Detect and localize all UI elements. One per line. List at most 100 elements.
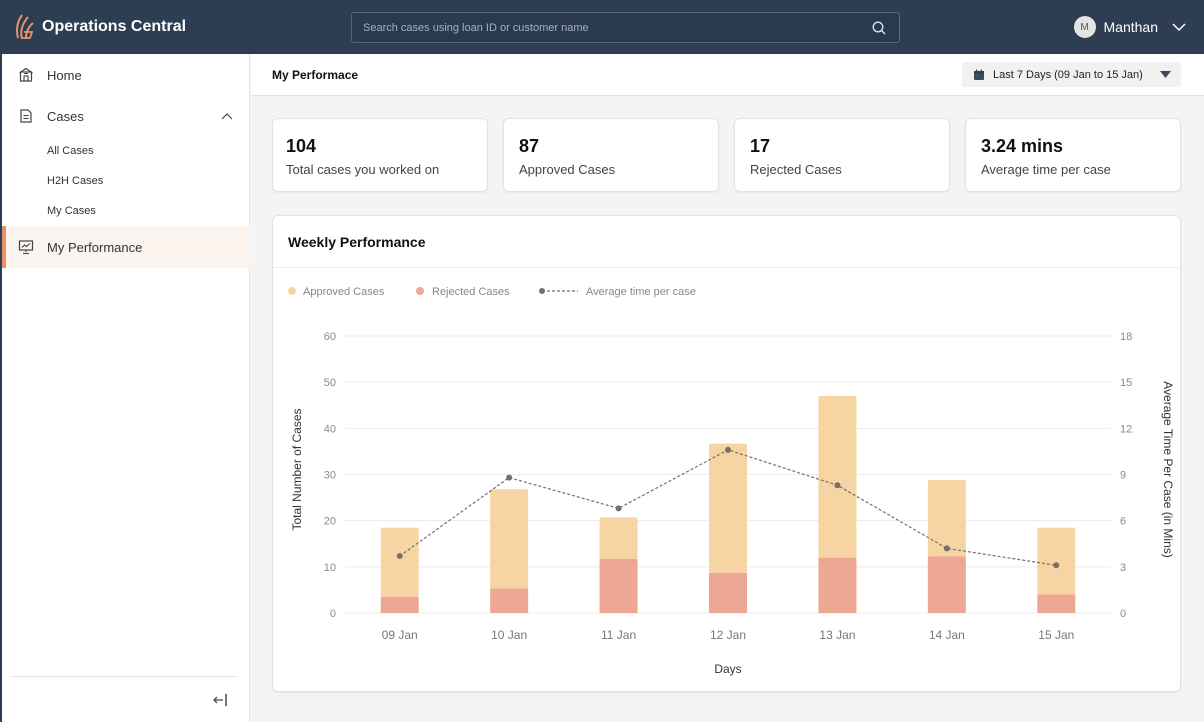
y-axis-title: Total Number of Cases	[290, 408, 304, 530]
collapse-sidebar-icon[interactable]	[212, 692, 230, 708]
bar-rejected	[1037, 594, 1076, 613]
x-tick-label: 12 Jan	[710, 628, 746, 642]
stat-value: 87	[519, 136, 540, 156]
search-box	[351, 12, 900, 43]
sidebar-item-my-performance[interactable]: My Performance	[2, 226, 250, 268]
bar-rejected	[599, 558, 638, 613]
stat-value: 104	[286, 136, 317, 156]
y2-tick-label: 18	[1120, 331, 1132, 343]
bar-rejected	[709, 572, 747, 613]
weekly-performance-panel: Weekly Performance 0 10 20 30 40 50 60 0 3 6 9 12 15…	[272, 215, 1181, 692]
stat-label: Rejected Cases	[750, 162, 842, 177]
y2-tick-label: 0	[1120, 608, 1126, 620]
caret-down-icon	[1160, 71, 1171, 78]
sidebar: Home Cases All Cases H2H Cases My Cases …	[0, 54, 250, 722]
point-average-time	[725, 446, 731, 453]
weekly-performance-chart: 0 10 20 30 40 50 60 0 3 6 9 12 15 18 09 Jan 10 Jan 11 Ja…	[288, 286, 1175, 676]
legend-swatch-approved	[288, 287, 296, 295]
y2-tick-label: 9	[1120, 470, 1126, 482]
y-tick-label: 40	[324, 423, 336, 435]
x-tick-label: 15 Jan	[1038, 628, 1074, 642]
sidebar-subitem-all-cases[interactable]: All Cases	[47, 145, 94, 157]
search-icon[interactable]	[871, 20, 887, 36]
y2-tick-label: 6	[1120, 516, 1126, 528]
bar-rejected	[818, 557, 857, 613]
sidebar-subitem-h2h-cases[interactable]: H2H Cases	[47, 175, 104, 187]
legend-label-average-time: Average time per case	[586, 286, 696, 298]
date-range-label: Last 7 Days (09 Jan to 15 Jan)	[993, 68, 1143, 81]
legend-label-rejected: Rejected Cases	[432, 286, 510, 298]
calendar-icon	[974, 69, 984, 80]
legend-swatch-point	[539, 288, 545, 294]
chevron-up-icon[interactable]	[221, 112, 233, 120]
point-average-time	[943, 545, 950, 552]
presentation-chart-icon	[18, 240, 34, 255]
panel-title: Weekly Performance	[288, 234, 426, 250]
brand-logo-icon	[16, 14, 34, 40]
stat-label: Total cases you worked on	[286, 162, 440, 177]
point-average-time	[834, 482, 841, 489]
stat-card-approved: 87 Approved Cases	[503, 118, 719, 192]
sidebar-item-home[interactable]: Home	[2, 54, 250, 96]
top-bar: Operations Central M Manthan	[0, 0, 1204, 54]
x-tick-label: 10 Jan	[491, 628, 527, 642]
sidebar-item-label: My Performance	[47, 239, 143, 255]
bar-approved	[709, 443, 747, 573]
avatar: M	[1073, 16, 1096, 38]
date-range-dropdown[interactable]: Last 7 Days (09 Jan to 15 Jan)	[962, 62, 1181, 87]
sidebar-subitem-my-cases[interactable]: My Cases	[47, 205, 96, 217]
legend-label-approved: Approved Cases	[303, 286, 385, 298]
bar-approved	[1037, 527, 1076, 595]
chevron-down-icon	[1172, 22, 1186, 31]
x-tick-label: 09 Jan	[382, 628, 418, 642]
legend-swatch-rejected	[416, 287, 424, 295]
x-axis-title: Days	[714, 662, 741, 676]
sidebar-item-label: Home	[47, 67, 82, 83]
bar-rejected	[927, 556, 966, 613]
home-icon	[19, 67, 33, 82]
y2-tick-label: 15	[1120, 377, 1132, 389]
brand[interactable]: Operations Central	[14, 12, 186, 42]
y-tick-label: 20	[324, 516, 336, 528]
page-title: My Performace	[272, 68, 359, 82]
point-average-time	[615, 505, 622, 512]
y2-tick-label: 12	[1120, 423, 1132, 435]
sidebar-divider	[12, 676, 236, 677]
stat-card-average-time: 3.24 mins Average time per case	[965, 118, 1181, 192]
cases-icon	[20, 109, 32, 123]
sidebar-item-cases[interactable]: Cases	[2, 95, 250, 137]
bar-approved	[380, 527, 419, 597]
stat-value: 17	[750, 136, 771, 156]
bar-approved	[599, 517, 638, 559]
y-tick-label: 30	[324, 470, 336, 482]
y2-tick-label: 3	[1120, 562, 1126, 574]
user-name: Manthan	[1103, 19, 1158, 35]
bar-rejected	[490, 588, 529, 613]
y2-axis-title: Average Time Per Case (in Mins)	[1161, 381, 1175, 558]
bar-approved	[818, 396, 857, 558]
bar-rejected	[380, 596, 419, 613]
bar-approved	[490, 489, 529, 589]
point-average-time	[396, 553, 403, 560]
x-tick-label: 14 Jan	[929, 628, 965, 642]
y-tick-label: 60	[324, 331, 336, 343]
user-menu[interactable]: M Manthan	[1073, 0, 1186, 54]
bar-approved	[927, 480, 966, 557]
point-average-time	[1053, 562, 1060, 569]
active-indicator	[2, 226, 6, 268]
stat-label: Approved Cases	[519, 162, 616, 177]
stat-card-rejected: 17 Rejected Cases	[734, 118, 950, 192]
stat-card-total-cases: 104 Total cases you worked on	[272, 118, 488, 192]
app-title: Operations Central	[42, 18, 187, 35]
x-tick-label: 13 Jan	[819, 628, 855, 642]
search-input[interactable]	[352, 13, 871, 42]
sidebar-item-label: Cases	[47, 108, 84, 124]
point-average-time	[506, 474, 513, 481]
x-tick-label: 11 Jan	[601, 628, 636, 642]
y-tick-label: 0	[330, 608, 336, 620]
panel-divider	[273, 267, 1180, 268]
stat-label: Average time per case	[981, 162, 1111, 177]
y-tick-label: 50	[324, 377, 336, 389]
stat-value: 3.24 mins	[981, 136, 1064, 156]
page-header: My Performace Last 7 Days (09 Jan to 15 …	[251, 54, 1204, 96]
